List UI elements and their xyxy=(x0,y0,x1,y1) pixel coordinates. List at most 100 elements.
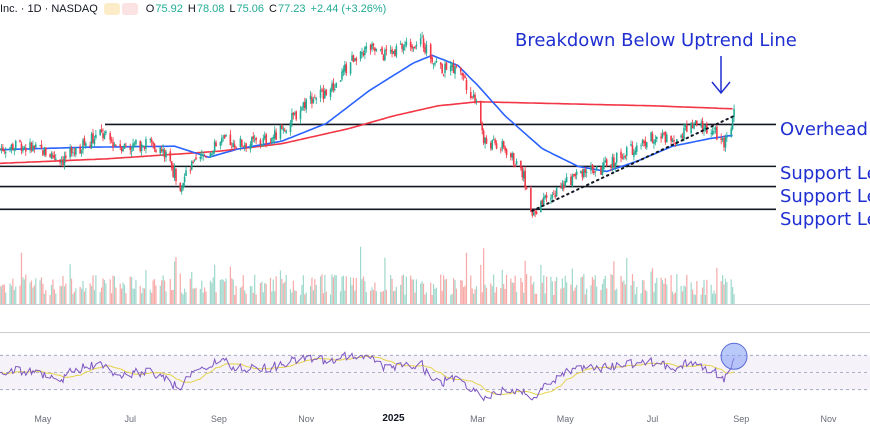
volume-bar xyxy=(122,282,124,304)
candle-body xyxy=(691,124,694,129)
candle-body xyxy=(361,52,363,54)
volume-bar xyxy=(299,294,302,304)
candle-body xyxy=(329,89,332,97)
volume-bar xyxy=(483,248,485,304)
annotation-overhead: Overhead xyxy=(780,119,868,140)
x-tick-label: Jul xyxy=(646,414,659,424)
candle-body xyxy=(693,124,695,129)
candle-body xyxy=(501,141,504,149)
candle-body xyxy=(544,195,546,198)
flag-icon[interactable] xyxy=(121,3,138,15)
volume-bar xyxy=(430,282,432,304)
volume-bar xyxy=(604,275,606,304)
volume-bar xyxy=(284,281,286,304)
candle-body xyxy=(325,89,328,95)
candle-body xyxy=(614,163,617,169)
volume-bar xyxy=(149,289,151,304)
candle-body xyxy=(289,122,292,132)
volume-bar xyxy=(72,293,74,304)
candle-body xyxy=(371,43,373,49)
volume-bar xyxy=(521,282,523,304)
volume-bar xyxy=(364,281,366,304)
candle-body xyxy=(381,47,383,55)
candle-body xyxy=(193,159,196,161)
volume-bar xyxy=(95,275,97,304)
volume-bar xyxy=(450,294,452,304)
candle-body xyxy=(232,143,235,148)
volume-bar xyxy=(315,284,317,304)
volume-bar xyxy=(574,287,576,304)
candle-body xyxy=(723,137,725,148)
candle-body xyxy=(173,167,176,178)
volume-bar xyxy=(651,268,654,304)
volume-bar xyxy=(304,294,306,304)
candle-body xyxy=(469,91,472,99)
eye-icon[interactable] xyxy=(103,3,120,15)
candle-body xyxy=(681,135,684,139)
symbol-name: Inc. · 1D · NASDAQ xyxy=(0,3,98,15)
volume-bar xyxy=(90,285,93,304)
candle-body xyxy=(630,144,632,146)
volume-bar xyxy=(40,277,43,304)
breakdown-arrow xyxy=(711,56,731,95)
candle-body xyxy=(34,144,37,148)
low-label: L xyxy=(229,3,236,15)
volume-bar xyxy=(494,292,496,304)
volume-bar xyxy=(381,291,383,304)
volume-bar xyxy=(402,274,405,304)
volume-bar xyxy=(30,280,33,304)
volume-bar xyxy=(455,288,458,304)
candle-body xyxy=(552,193,555,195)
candle-body xyxy=(442,74,445,76)
volume-bar xyxy=(354,290,356,304)
candle-body xyxy=(674,142,677,144)
candle-body xyxy=(44,147,47,156)
candle-body xyxy=(303,101,306,109)
candle-body xyxy=(275,132,277,140)
volume-bar xyxy=(703,279,705,304)
candle-body xyxy=(89,145,91,147)
volume-bar xyxy=(404,294,406,304)
header-badges[interactable] xyxy=(103,3,138,15)
candle-body xyxy=(694,121,697,123)
candle-body xyxy=(680,135,682,138)
candle-body xyxy=(415,44,418,47)
candle-body xyxy=(401,43,403,49)
volume-bar xyxy=(463,287,465,304)
candle-body xyxy=(302,102,305,108)
candle-body xyxy=(733,108,735,117)
volume-bar xyxy=(3,284,5,304)
volume-bar xyxy=(232,279,234,304)
candle-body xyxy=(335,82,338,88)
volume-bar xyxy=(222,279,224,304)
volume-bar xyxy=(244,290,246,304)
candle-body xyxy=(502,141,505,147)
ma-slow-line xyxy=(0,101,733,165)
candle-body xyxy=(42,150,44,156)
candle-body xyxy=(160,149,163,151)
candle-body xyxy=(560,186,562,189)
candle-body xyxy=(269,142,272,144)
volume-bar xyxy=(584,294,586,304)
volume-bar xyxy=(201,280,203,304)
candle-body xyxy=(251,137,253,146)
candle-body xyxy=(259,139,262,145)
volume-bar xyxy=(580,277,582,304)
volume-bar xyxy=(493,274,495,304)
volume-bar xyxy=(352,277,355,304)
volume-bar xyxy=(576,284,578,304)
volume-bar xyxy=(453,278,455,304)
candle-body xyxy=(512,153,515,165)
volume-bar xyxy=(603,279,605,304)
candle-body xyxy=(273,130,276,139)
volume-bar xyxy=(391,278,393,304)
candle-body xyxy=(293,112,296,114)
low-value: 75.06 xyxy=(236,3,265,15)
volume-bar xyxy=(554,281,556,304)
volume-bar xyxy=(563,287,565,304)
candle-body xyxy=(220,138,223,143)
volume-bar xyxy=(62,275,64,304)
volume-bar xyxy=(380,291,382,304)
candle-body xyxy=(583,168,585,177)
